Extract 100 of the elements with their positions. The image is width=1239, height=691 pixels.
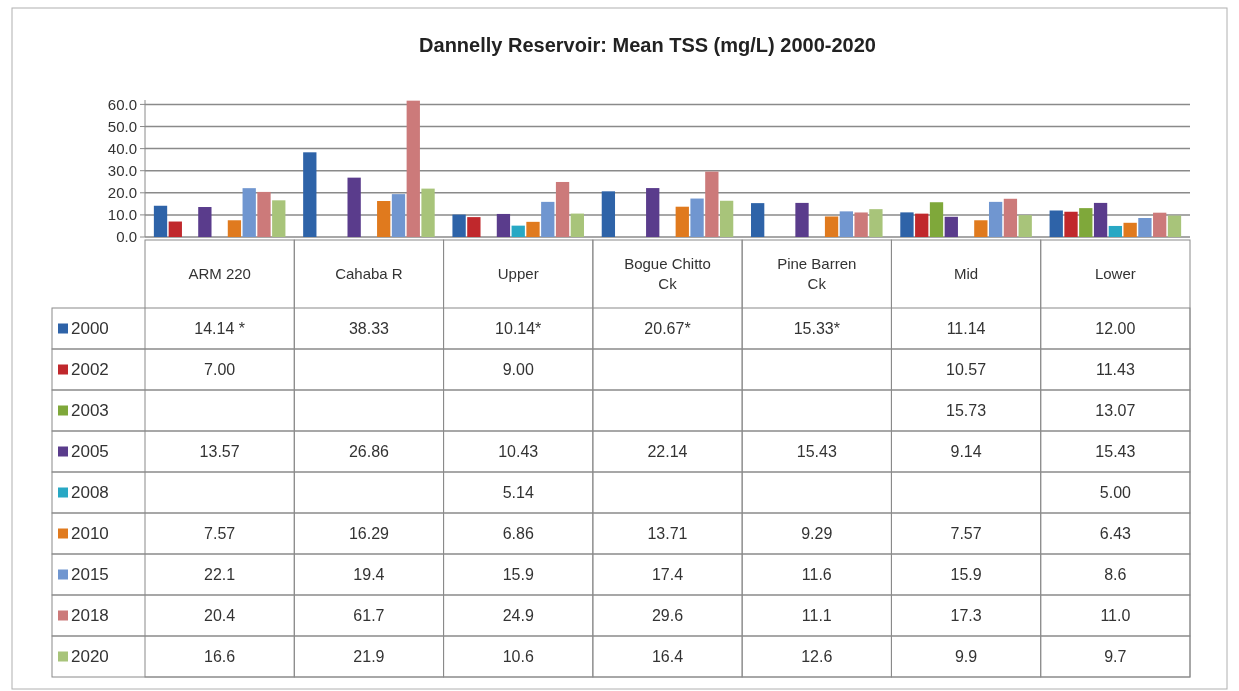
bar bbox=[915, 213, 929, 237]
bar bbox=[242, 188, 256, 237]
data-label: 16.4 bbox=[651, 648, 684, 666]
y-tick-label: 60.0 bbox=[107, 95, 137, 113]
data-label: 26.86 bbox=[348, 443, 390, 461]
bar bbox=[795, 202, 809, 237]
legend-label: 2003 bbox=[71, 401, 109, 421]
data-label: 10.14* bbox=[495, 320, 542, 338]
data-label: 10.43 bbox=[498, 443, 539, 461]
data-label: 12.6 bbox=[801, 648, 833, 666]
bar bbox=[555, 181, 570, 237]
bar bbox=[347, 177, 361, 237]
bar bbox=[406, 100, 420, 237]
data-label: 9.29 bbox=[801, 525, 833, 543]
bar bbox=[421, 188, 435, 237]
x-tick-label: Lower bbox=[1094, 265, 1136, 283]
bar bbox=[467, 217, 481, 237]
data-label: 9.9 bbox=[954, 648, 978, 666]
bar bbox=[988, 201, 1003, 237]
bar bbox=[1079, 208, 1093, 237]
data-label: 11.0 bbox=[1100, 607, 1131, 625]
y-tick-label: 20.0 bbox=[107, 184, 137, 202]
bar bbox=[1138, 218, 1152, 237]
data-label: 9.00 bbox=[502, 361, 534, 379]
data-label: 10.57 bbox=[946, 361, 987, 379]
bar bbox=[391, 194, 406, 237]
legend-label: 2005 bbox=[71, 442, 109, 462]
bar bbox=[1049, 210, 1063, 237]
x-tick-label: Cahaba R bbox=[335, 265, 403, 283]
bar bbox=[1123, 222, 1137, 237]
bar bbox=[900, 212, 914, 237]
bar bbox=[854, 212, 868, 237]
data-label: 12.00 bbox=[1095, 320, 1136, 338]
bar bbox=[974, 220, 988, 237]
legend-label: 2018 bbox=[71, 606, 109, 626]
bar bbox=[839, 211, 853, 237]
data-label: 15.43 bbox=[796, 443, 837, 461]
data-label: 13.71 bbox=[647, 525, 688, 543]
bar bbox=[257, 191, 271, 237]
data-label: 20.4 bbox=[204, 607, 236, 625]
bar bbox=[719, 200, 734, 237]
data-label: 20.67* bbox=[644, 320, 691, 338]
x-tick-label: Pine Barren Ck bbox=[777, 255, 857, 293]
x-tick-label: ARM 220 bbox=[188, 265, 251, 283]
bar bbox=[929, 202, 944, 237]
bar bbox=[526, 221, 540, 237]
legend-label: 2000 bbox=[71, 319, 109, 339]
y-tick-label: 10.0 bbox=[107, 206, 137, 224]
data-label: 21.9 bbox=[353, 648, 385, 666]
bar bbox=[1093, 202, 1108, 237]
data-label: 13.57 bbox=[199, 443, 240, 461]
data-label: 19.4 bbox=[353, 566, 385, 584]
bar bbox=[646, 188, 660, 237]
data-label: 6.86 bbox=[502, 525, 534, 543]
bar bbox=[511, 225, 525, 237]
bar bbox=[303, 152, 317, 237]
data-label: 7.00 bbox=[204, 361, 236, 379]
data-label: 15.33* bbox=[793, 320, 840, 338]
data-label: 11.43 bbox=[1095, 361, 1135, 379]
data-label: 14.14 * bbox=[194, 320, 245, 338]
data-label: 11.1 bbox=[801, 607, 832, 625]
bar bbox=[601, 191, 616, 237]
bar bbox=[1108, 225, 1123, 237]
data-label: 7.57 bbox=[204, 525, 236, 543]
chart-title: Dannelly Reservoir: Mean TSS (mg/L) 2000-2020 bbox=[419, 34, 876, 56]
legend-label: 2015 bbox=[71, 565, 109, 585]
legend-label: 2010 bbox=[71, 524, 109, 544]
bar bbox=[272, 200, 286, 237]
data-label: 22.1 bbox=[204, 566, 236, 584]
legend-label: 2008 bbox=[71, 483, 109, 503]
bar bbox=[824, 216, 839, 237]
y-tick-label: 0.0 bbox=[116, 228, 137, 246]
data-label: 9.7 bbox=[1104, 648, 1127, 666]
bar bbox=[168, 221, 182, 237]
bar bbox=[1153, 212, 1167, 237]
data-label: 15.9 bbox=[950, 566, 982, 584]
data-label: 24.9 bbox=[502, 607, 534, 625]
data-label: 8.6 bbox=[1104, 566, 1127, 584]
data-label: 5.00 bbox=[1099, 484, 1132, 502]
data-label: 16.6 bbox=[204, 648, 236, 666]
bar bbox=[198, 207, 212, 237]
bar bbox=[675, 206, 689, 237]
data-label: 9.14 bbox=[950, 443, 982, 461]
data-label: 10.6 bbox=[502, 648, 534, 666]
x-tick-label: Upper bbox=[497, 265, 539, 283]
bar bbox=[496, 213, 511, 237]
y-tick-label: 40.0 bbox=[107, 139, 137, 157]
data-label: 29.6 bbox=[651, 607, 684, 625]
data-label: 17.4 bbox=[651, 566, 684, 584]
bar bbox=[705, 171, 719, 237]
bar bbox=[452, 214, 466, 237]
data-label: 16.29 bbox=[348, 525, 390, 543]
legend-label: 2002 bbox=[71, 360, 109, 380]
data-label: 17.3 bbox=[950, 607, 982, 625]
data-label: 13.07 bbox=[1095, 402, 1136, 420]
bar bbox=[869, 209, 883, 237]
data-label: 11.14 bbox=[946, 320, 986, 338]
data-label: 61.7 bbox=[353, 607, 385, 625]
data-label: 6.43 bbox=[1099, 525, 1132, 543]
data-label: 15.43 bbox=[1095, 443, 1136, 461]
